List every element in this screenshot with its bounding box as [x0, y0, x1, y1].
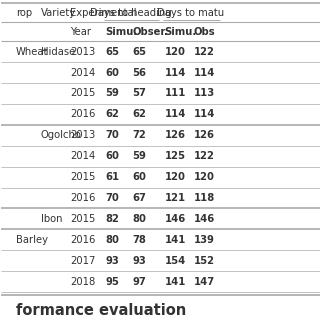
- Text: Year: Year: [70, 27, 91, 37]
- Text: 2014: 2014: [70, 151, 95, 161]
- Text: formance evaluation: formance evaluation: [16, 303, 186, 318]
- Text: 126: 126: [164, 130, 185, 140]
- Text: 2016: 2016: [70, 109, 96, 119]
- Text: 2016: 2016: [70, 235, 96, 245]
- Text: Wheat: Wheat: [16, 47, 48, 57]
- Text: 2015: 2015: [70, 214, 96, 224]
- Text: rop: rop: [16, 8, 32, 18]
- Text: 60: 60: [132, 172, 146, 182]
- Text: 82: 82: [106, 214, 119, 224]
- Text: 118: 118: [194, 193, 215, 203]
- Text: 65: 65: [106, 47, 120, 57]
- Text: 56: 56: [132, 68, 146, 77]
- Text: 60: 60: [106, 151, 119, 161]
- Text: Days to matu: Days to matu: [157, 8, 224, 18]
- Text: 57: 57: [132, 88, 146, 99]
- Text: 61: 61: [106, 172, 120, 182]
- Text: 2015: 2015: [70, 172, 96, 182]
- Text: 59: 59: [132, 151, 146, 161]
- Text: 126: 126: [194, 130, 215, 140]
- Text: 62: 62: [132, 109, 146, 119]
- Text: 114: 114: [194, 68, 215, 77]
- Text: 70: 70: [106, 130, 119, 140]
- Text: 121: 121: [164, 193, 186, 203]
- Text: 114: 114: [164, 68, 186, 77]
- Text: 141: 141: [164, 277, 186, 287]
- Text: 80: 80: [132, 214, 146, 224]
- Text: 120: 120: [164, 47, 185, 57]
- Text: 114: 114: [164, 109, 186, 119]
- Text: Days to heading: Days to heading: [90, 8, 172, 18]
- Text: 122: 122: [194, 151, 215, 161]
- Text: 152: 152: [194, 256, 215, 266]
- Text: 80: 80: [106, 235, 119, 245]
- Text: Ogolcho: Ogolcho: [41, 130, 82, 140]
- Text: 113: 113: [194, 88, 215, 99]
- Text: 93: 93: [106, 256, 119, 266]
- Text: 146: 146: [164, 214, 186, 224]
- Text: 2018: 2018: [70, 277, 95, 287]
- Text: 2015: 2015: [70, 88, 96, 99]
- Text: 2017: 2017: [70, 256, 96, 266]
- Text: Ibon: Ibon: [41, 214, 62, 224]
- Text: 62: 62: [106, 109, 119, 119]
- Text: 120: 120: [164, 172, 185, 182]
- Text: 111: 111: [164, 88, 186, 99]
- Text: 65: 65: [132, 47, 146, 57]
- Text: 59: 59: [106, 88, 119, 99]
- Text: Hidase: Hidase: [41, 47, 75, 57]
- Text: 2014: 2014: [70, 68, 95, 77]
- Text: 97: 97: [132, 277, 146, 287]
- Text: 2016: 2016: [70, 193, 96, 203]
- Text: 147: 147: [194, 277, 215, 287]
- Text: Obs: Obs: [194, 27, 215, 37]
- Text: 139: 139: [194, 235, 215, 245]
- Text: Simu.: Simu.: [164, 27, 197, 37]
- Text: 146: 146: [194, 214, 215, 224]
- Text: 141: 141: [164, 235, 186, 245]
- Text: 95: 95: [106, 277, 119, 287]
- Text: 2013: 2013: [70, 47, 95, 57]
- Text: 2013: 2013: [70, 130, 95, 140]
- Text: 70: 70: [106, 193, 119, 203]
- Text: 93: 93: [132, 256, 146, 266]
- Text: 125: 125: [164, 151, 185, 161]
- Text: Obser.: Obser.: [132, 27, 168, 37]
- Text: 122: 122: [194, 47, 215, 57]
- Text: Variety: Variety: [41, 8, 76, 18]
- Text: Simu.: Simu.: [106, 27, 138, 37]
- Text: Barley: Barley: [16, 235, 48, 245]
- Text: 60: 60: [106, 68, 119, 77]
- Text: 78: 78: [132, 235, 146, 245]
- Text: 120: 120: [194, 172, 215, 182]
- Text: 114: 114: [194, 109, 215, 119]
- Text: 67: 67: [132, 193, 146, 203]
- Text: 72: 72: [132, 130, 146, 140]
- Text: Experimental: Experimental: [70, 8, 137, 18]
- Text: 154: 154: [164, 256, 186, 266]
